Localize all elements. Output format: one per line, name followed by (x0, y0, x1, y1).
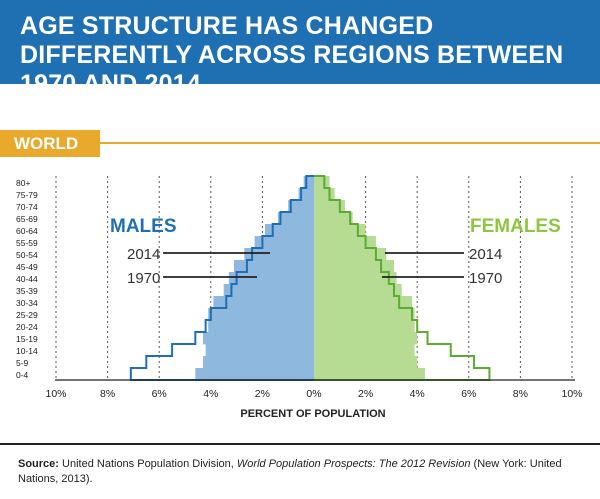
bar-right-2014-35-39 (314, 284, 402, 297)
y-tick-label-30-34: 30-34 (16, 298, 38, 308)
bar-left-2014-45-49 (234, 260, 314, 273)
x-tick-label-1: 8% (100, 388, 115, 400)
y-tick-label-20-24: 20-24 (16, 322, 38, 332)
bar-left-2014-25-29 (208, 308, 314, 321)
bar-right-2014-5-9 (314, 356, 418, 369)
bar-left-2014-65-69 (277, 212, 314, 225)
bar-left-2014-0-4 (195, 368, 314, 381)
y-tick-label-15-19: 15-19 (16, 334, 38, 344)
legend-females: FEMALES (470, 216, 561, 237)
bar-left-2014-30-34 (213, 296, 314, 309)
bar-right-2014-75-79 (314, 188, 335, 201)
y-tick-label-50-54: 50-54 (16, 250, 38, 260)
page-title: AGE STRUCTURE HAS CHANGED DIFFERENTLY AC… (20, 12, 564, 98)
bar-right-2014-20-24 (314, 320, 415, 333)
y-tick-label-45-49: 45-49 (16, 262, 38, 272)
bar-left-2014-5-9 (203, 356, 314, 369)
legend-right-2014: 2014 (469, 246, 502, 263)
population-pyramid-chart: 10% 8% 6% 4% 2% 0% 2% 4% 6% 8% 10% 0-4 5-9 10-14 15-19… (16, 175, 583, 420)
bar-left-2014-20-24 (208, 320, 314, 333)
source-text-2: (New York: United Nations, 2013). (18, 458, 562, 485)
legend-males: MALES (110, 216, 177, 237)
legend: MALES FEMALES 2014 1970 2014 1970 (110, 216, 561, 287)
bar-left-2014-40-44 (228, 272, 314, 285)
bar-right-2014-10-14 (314, 344, 415, 357)
bar-right-2014-60-64 (314, 224, 366, 237)
bar-right-2014-65-69 (314, 212, 353, 225)
bar-left-2014-75-79 (298, 188, 314, 201)
bar-left-2014-15-19 (203, 332, 314, 345)
bar-right-2014-15-19 (314, 332, 418, 345)
legend-right-1970: 1970 (469, 270, 502, 287)
bar-right-2014-30-34 (314, 296, 413, 309)
outlines-1970 (129, 175, 491, 381)
x-tick-label-8: 6% (461, 388, 476, 400)
x-tick-label-7: 4% (410, 388, 425, 400)
x-tick-label-5: 0% (306, 388, 321, 400)
y-tick-label-75-79: 75-79 (16, 190, 38, 200)
bar-right-2014-80+ (314, 176, 330, 189)
y-tick-label-10-14: 10-14 (16, 346, 38, 356)
y-tick-label-65-69: 65-69 (16, 214, 38, 224)
y-tick-label-55-59: 55-59 (16, 238, 38, 248)
bar-left-2014-50-54 (244, 248, 314, 261)
source-note: Source: United Nations Population Divisi… (18, 457, 588, 487)
bar-right-2014-40-44 (314, 272, 397, 285)
y-tick-label-60-64: 60-64 (16, 226, 38, 236)
x-axis-title: PERCENT OF POPULATION (240, 408, 385, 420)
outline-left-1970 (129, 175, 314, 381)
bar-right-2014-0-4 (314, 368, 425, 381)
bar-left-2014-55-59 (254, 236, 314, 249)
bar-right-2014-45-49 (314, 260, 394, 273)
bar-right-2014-70-74 (314, 200, 345, 213)
y-tick-label-25-29: 25-29 (16, 310, 38, 320)
y-tick-label-80+: 80+ (16, 178, 30, 188)
y-tick-label-70-74: 70-74 (16, 202, 38, 212)
x-tick-label-9: 8% (513, 388, 528, 400)
y-tick-label-5-9: 5-9 (16, 358, 29, 368)
bar-right-2014-25-29 (314, 308, 415, 321)
bar-left-2014-10-14 (205, 344, 314, 357)
section-header: WORLD (0, 130, 600, 157)
source-title: World Population Prospects: The 2012 Rev… (236, 458, 471, 470)
x-tick-label-2: 6% (152, 388, 167, 400)
bar-left-2014-80+ (303, 176, 314, 189)
y-tick-label-0-4: 0-4 (16, 370, 29, 380)
source-label: Source: (18, 458, 59, 470)
legend-left-2014: 2014 (127, 246, 160, 263)
footer: Source: United Nations Population Divisi… (0, 443, 600, 499)
x-tick-label-6: 2% (358, 388, 373, 400)
legend-left-1970: 1970 (127, 270, 160, 287)
bar-right-2014-50-54 (314, 248, 387, 261)
x-tick-label-4: 2% (255, 388, 270, 400)
x-tick-label-10: 10% (561, 388, 582, 400)
bar-left-2014-70-74 (288, 200, 314, 213)
x-tick-label-3: 4% (203, 388, 218, 400)
bars-2014 (195, 176, 425, 381)
outline-right-1970 (314, 175, 491, 381)
section-label: WORLD (0, 130, 100, 157)
header-banner: AGE STRUCTURE HAS CHANGED DIFFERENTLY AC… (0, 0, 600, 98)
bar-left-2014-35-39 (223, 284, 314, 297)
source-text-1: United Nations Population Division, (58, 458, 237, 470)
x-tick-label-0: 10% (45, 388, 66, 400)
section-divider (100, 142, 600, 144)
bar-right-2014-55-59 (314, 236, 376, 249)
axes: 10% 8% 6% 4% 2% 0% 2% 4% 6% 8% 10% 0-4 5-9 10-14 15-19… (16, 178, 583, 400)
y-tick-label-35-39: 35-39 (16, 286, 38, 296)
y-tick-label-40-44: 40-44 (16, 274, 38, 284)
bar-left-2014-60-64 (264, 224, 314, 237)
